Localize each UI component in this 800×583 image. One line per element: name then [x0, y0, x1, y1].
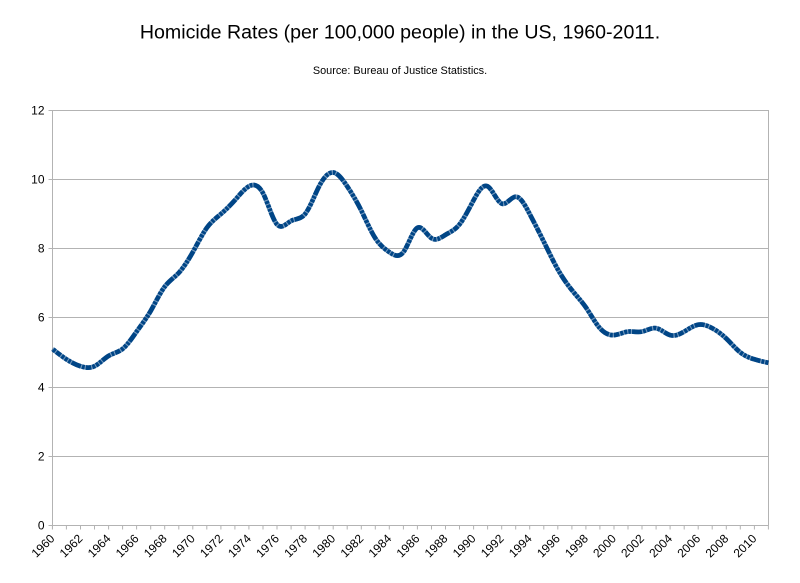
svg-text:Homicide Rates (per 100,000 pe: Homicide Rates (per 100,000 people) in t…	[140, 22, 660, 44]
svg-text:2002: 2002	[618, 531, 647, 560]
svg-text:2: 2	[38, 449, 45, 463]
svg-text:1970: 1970	[169, 531, 198, 560]
svg-text:1996: 1996	[534, 531, 563, 560]
svg-text:1962: 1962	[57, 531, 86, 560]
svg-text:2004: 2004	[646, 531, 675, 560]
svg-text:2010: 2010	[731, 531, 760, 560]
svg-text:Source: Bureau of Justice Stat: Source: Bureau of Justice Statistics.	[313, 65, 487, 77]
svg-text:1980: 1980	[309, 531, 338, 560]
svg-text:1966: 1966	[113, 531, 142, 560]
svg-text:1992: 1992	[478, 531, 507, 560]
svg-text:1986: 1986	[394, 531, 423, 560]
svg-text:1964: 1964	[85, 531, 114, 560]
svg-text:0: 0	[38, 518, 45, 532]
svg-text:2000: 2000	[590, 531, 619, 560]
svg-text:1982: 1982	[338, 531, 367, 560]
svg-text:1990: 1990	[450, 531, 479, 560]
svg-text:2008: 2008	[703, 531, 732, 560]
svg-text:2006: 2006	[674, 531, 703, 560]
svg-text:8: 8	[38, 241, 45, 255]
svg-text:1968: 1968	[141, 531, 170, 560]
svg-text:4: 4	[38, 380, 45, 394]
svg-text:12: 12	[31, 103, 45, 117]
svg-text:1984: 1984	[366, 531, 395, 560]
svg-text:1976: 1976	[253, 531, 282, 560]
svg-text:1972: 1972	[197, 531, 226, 560]
svg-text:1960: 1960	[29, 531, 58, 560]
svg-text:1998: 1998	[562, 531, 591, 560]
svg-text:6: 6	[38, 310, 45, 324]
svg-text:10: 10	[31, 172, 45, 186]
svg-text:1994: 1994	[506, 531, 535, 560]
svg-text:1974: 1974	[225, 531, 254, 560]
svg-text:1978: 1978	[281, 531, 310, 560]
svg-text:1988: 1988	[422, 531, 451, 560]
